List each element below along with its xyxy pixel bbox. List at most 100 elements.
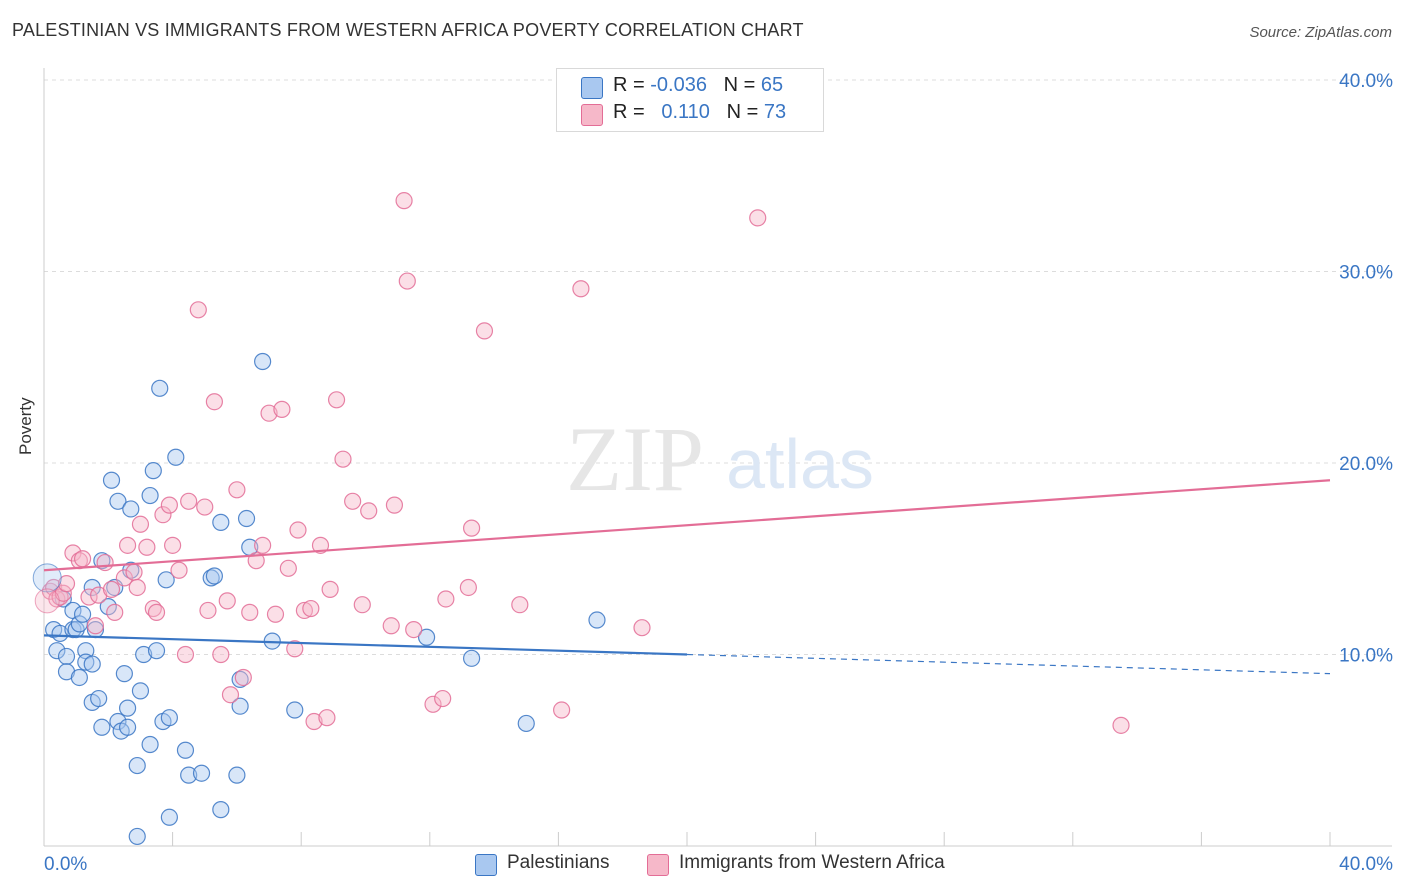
point-western-africa bbox=[749, 209, 767, 227]
point-western-africa bbox=[385, 496, 404, 514]
point-western-africa bbox=[118, 536, 137, 554]
point-western-africa bbox=[196, 498, 214, 516]
point-western-africa bbox=[334, 450, 352, 468]
point-palestinians bbox=[57, 647, 76, 666]
point-palestinians bbox=[144, 462, 162, 480]
point-palestinians bbox=[99, 598, 117, 616]
grid-lines bbox=[44, 79, 1392, 655]
point-palestinians bbox=[205, 567, 223, 585]
n-label: N = bbox=[726, 101, 759, 123]
point-palestinians bbox=[102, 471, 121, 489]
x-tick-label: 0.0% bbox=[44, 854, 87, 875]
point-western-africa bbox=[254, 536, 272, 554]
watermark-zip: ZIP bbox=[566, 408, 704, 510]
point-western-africa bbox=[189, 301, 207, 319]
point-western-africa bbox=[459, 578, 477, 597]
legend-text-western-africa: R = 0.110 N = 73 bbox=[613, 101, 786, 124]
axes bbox=[43, 68, 1392, 847]
point-palestinians bbox=[51, 624, 69, 643]
point-palestinians bbox=[122, 500, 140, 518]
point-palestinians bbox=[118, 699, 137, 717]
point-western-africa bbox=[128, 578, 146, 597]
point-palestinians bbox=[141, 735, 159, 754]
point-western-africa bbox=[475, 322, 494, 340]
point-western-africa bbox=[279, 559, 297, 577]
point-western-africa bbox=[96, 553, 114, 572]
r-label: R = bbox=[613, 74, 645, 96]
point-palestinians bbox=[70, 668, 88, 687]
trend-line-palestinians bbox=[43, 634, 688, 656]
tick-labels: 10.0% 20.0% 30.0% 40.0% 0.0% 40.0% bbox=[44, 71, 1393, 875]
legend-row-western-africa: R = 0.110 N = 73 bbox=[581, 101, 786, 127]
point-western-africa bbox=[327, 391, 346, 409]
point-western-africa bbox=[115, 569, 133, 587]
point-western-africa bbox=[286, 640, 304, 658]
point-western-africa bbox=[125, 563, 143, 581]
point-palestinians bbox=[128, 756, 146, 775]
point-western-africa bbox=[154, 506, 172, 524]
watermark-atlas: atlas bbox=[726, 425, 874, 503]
point-western-africa bbox=[553, 701, 571, 719]
n-value-palestinians: 65 bbox=[760, 74, 784, 96]
point-western-africa bbox=[395, 192, 413, 210]
point-palestinians bbox=[417, 628, 436, 646]
point-western-africa bbox=[382, 617, 400, 635]
point-western-africa bbox=[176, 645, 195, 664]
legend-label-western-africa: Immigrants from Western Africa bbox=[679, 852, 945, 873]
point-palestinians bbox=[109, 712, 127, 731]
point-palestinians bbox=[147, 642, 166, 660]
n-value-western-africa: 73 bbox=[763, 101, 787, 123]
point-western-africa bbox=[1112, 716, 1130, 734]
point-palestinians bbox=[131, 682, 150, 700]
r-value-western-africa: 0.110 bbox=[661, 101, 710, 123]
point-western-africa bbox=[86, 617, 105, 635]
point-western-africa bbox=[218, 592, 236, 610]
y-tick-label: 30.0% bbox=[1339, 263, 1393, 284]
point-western-africa bbox=[164, 536, 182, 554]
point-western-africa bbox=[102, 580, 121, 598]
point-palestinians bbox=[254, 352, 272, 371]
point-palestinians bbox=[180, 766, 198, 784]
point-western-africa bbox=[318, 709, 336, 727]
point-palestinians bbox=[151, 379, 169, 397]
point-palestinians bbox=[231, 697, 249, 715]
legend-row-palestinians: R = -0.036 N = 65 bbox=[581, 74, 783, 100]
point-palestinians bbox=[109, 492, 127, 510]
point-palestinians bbox=[176, 741, 195, 759]
point-western-africa bbox=[273, 400, 291, 418]
point-western-africa bbox=[106, 603, 124, 621]
point-palestinians bbox=[118, 718, 137, 736]
point-palestinians bbox=[167, 448, 185, 466]
point-palestinians bbox=[73, 605, 92, 623]
point-western-africa bbox=[437, 590, 455, 608]
r-value-palestinians: -0.036 bbox=[650, 74, 707, 96]
correlation-legend: R = -0.036 N = 65 R = 0.110 N = 73 bbox=[556, 68, 824, 132]
point-western-africa bbox=[405, 621, 423, 639]
point-palestinians bbox=[517, 714, 535, 733]
point-western-africa bbox=[160, 496, 178, 514]
legend-text-palestinians: R = -0.036 N = 65 bbox=[613, 74, 783, 97]
point-western-africa bbox=[138, 538, 156, 556]
point-palestinians bbox=[192, 764, 211, 782]
point-western-africa bbox=[260, 404, 278, 422]
point-western-africa bbox=[302, 599, 320, 618]
legend-swatch-palestinians bbox=[581, 77, 603, 99]
point-palestinians bbox=[462, 649, 481, 667]
point-western-africa bbox=[289, 521, 307, 539]
chart-title: PALESTINIAN VS IMMIGRANTS FROM WESTERN A… bbox=[12, 20, 804, 40]
point-western-africa bbox=[54, 584, 72, 602]
point-western-africa bbox=[241, 603, 259, 621]
trend-lines bbox=[43, 479, 1331, 675]
point-palestinians bbox=[141, 486, 159, 505]
point-palestinians bbox=[157, 571, 175, 589]
point-palestinians bbox=[228, 766, 246, 784]
point-western-africa bbox=[633, 619, 651, 637]
point-western-africa bbox=[57, 575, 76, 593]
point-palestinians bbox=[286, 701, 304, 719]
point-palestinians bbox=[90, 689, 108, 708]
point-western-africa bbox=[212, 645, 230, 664]
y-axis-label: Poverty bbox=[16, 397, 35, 455]
point-western-africa bbox=[228, 481, 246, 499]
point-western-africa bbox=[311, 536, 330, 554]
